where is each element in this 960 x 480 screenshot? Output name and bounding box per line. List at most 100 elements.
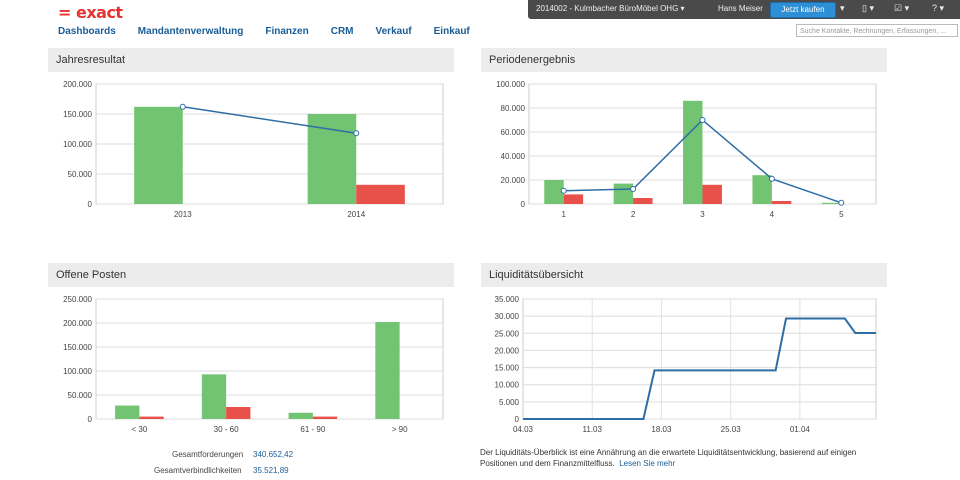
jahres-point xyxy=(353,130,360,137)
chevron-down-icon[interactable]: ▾ xyxy=(840,3,845,13)
jahres-bar xyxy=(356,184,405,204)
liquid-x-tick-label: 25.03 xyxy=(721,425,742,434)
search-input[interactable]: Suche Kontakte, Rechnungen, Erfassungen,… xyxy=(796,24,958,37)
offene-bar xyxy=(139,416,164,419)
jahres-x-tick-label: 2013 xyxy=(174,210,192,219)
account-bar: 2014002 - Kulmbacher BüroMöbel OHG ▾ Han… xyxy=(528,0,960,19)
nav-verkauf[interactable]: Verkauf xyxy=(375,26,412,37)
liquid-y-tick-label: 20.000 xyxy=(495,346,520,355)
nav-finanzen[interactable]: Finanzen xyxy=(265,26,309,37)
jahres-bar xyxy=(134,106,183,204)
perioden-point xyxy=(630,186,637,192)
gesamtverbindlichkeiten-label: Gesamtverbindlichkeiten xyxy=(154,466,242,475)
buy-now-button[interactable]: Jetzt kaufen xyxy=(770,2,836,18)
liquid-x-tick-label: 04.03 xyxy=(513,425,534,434)
nav-dashboards[interactable]: Dashboards xyxy=(58,26,116,37)
offene-x-tick-label: 61 - 90 xyxy=(300,425,325,434)
liquid-x-tick-label: 18.03 xyxy=(651,425,672,434)
jahres-point xyxy=(179,103,186,110)
offene-x-tick-label: < 30 xyxy=(131,425,147,434)
perioden-y-tick-label: 20.000 xyxy=(501,176,526,185)
liquid-x-tick-label: 01.04 xyxy=(790,425,811,434)
gesamtforderungen-value[interactable]: 340.652,42 xyxy=(253,450,294,459)
liquid-series-line xyxy=(523,317,876,420)
perioden-y-tick-label: 0 xyxy=(521,200,526,209)
liquid-y-tick-label: 10.000 xyxy=(495,381,520,390)
tasks-check-icon[interactable]: ☑ ▾ xyxy=(894,3,910,13)
liquidity-note-text: Der Liquiditäts-Überblick ist eine Annäh… xyxy=(480,448,857,468)
perioden-bar xyxy=(683,100,703,204)
gesamtverbindlichkeiten-value[interactable]: 35.521,89 xyxy=(253,466,289,475)
liquid-y-tick-label: 30.000 xyxy=(495,312,520,321)
perioden-x-tick-label: 2 xyxy=(631,210,636,219)
chevron-down-icon: ▾ xyxy=(680,4,685,13)
jahres-y-tick-label: 200.000 xyxy=(63,80,92,89)
jahres-y-tick-label: 50.000 xyxy=(68,170,93,179)
new-document-icon[interactable]: ▯ ▾ xyxy=(862,3,874,13)
perioden-bar xyxy=(633,198,653,204)
offene-bar xyxy=(312,416,338,419)
perioden-point xyxy=(768,175,775,182)
perioden-y-tick-label: 100.000 xyxy=(496,80,525,89)
liquid-y-tick-label: 25.000 xyxy=(495,329,520,338)
perioden-x-tick-label: 4 xyxy=(770,210,775,219)
liquid-y-tick-label: 5.000 xyxy=(499,398,520,407)
jahres-y-tick-label: 0 xyxy=(88,200,93,209)
top-bar: = exact Dashboards Mandantenverwaltung F… xyxy=(0,0,960,40)
offene-x-tick-label: 30 - 60 xyxy=(214,425,239,434)
jahres-y-tick-label: 100.000 xyxy=(63,140,92,149)
liquid-x-tick-label: 11.03 xyxy=(582,425,602,434)
offene-x-tick-label: > 90 xyxy=(392,425,408,434)
offene-y-tick-label: 100.000 xyxy=(63,367,92,376)
panel-title-liquiditaetsuebersicht: Liquiditätsübersicht xyxy=(481,263,887,287)
help-icon[interactable]: ? ▾ xyxy=(932,3,945,13)
offene-y-tick-label: 200.000 xyxy=(63,319,92,328)
company-name: 2014002 - Kulmbacher BüroMöbel OHG xyxy=(536,4,679,13)
jahres-x-tick-label: 2014 xyxy=(347,210,365,219)
perioden-x-tick-label: 1 xyxy=(561,210,566,219)
jahres-series-line xyxy=(182,106,357,134)
panel-title-offene-posten: Offene Posten xyxy=(48,263,454,287)
exact-logo[interactable]: = exact xyxy=(58,3,123,22)
panel-title-periodenergebnis: Periodenergebnis xyxy=(481,48,887,72)
panel-title-jahresresultat: Jahresresultat xyxy=(48,48,454,72)
offene-bar xyxy=(201,374,227,419)
perioden-bar xyxy=(563,194,584,204)
perioden-bar xyxy=(771,201,792,204)
perioden-bar xyxy=(702,184,722,204)
jahres-y-tick-label: 150.000 xyxy=(63,110,92,119)
liquid-y-tick-label: 15.000 xyxy=(495,364,520,373)
offene-y-tick-label: 250.000 xyxy=(63,295,92,304)
liquid-plot-area xyxy=(522,298,877,420)
offene-bar xyxy=(288,412,313,419)
nav-crm[interactable]: CRM xyxy=(330,26,354,37)
company-selector[interactable]: 2014002 - Kulmbacher BüroMöbel OHG ▾ xyxy=(536,4,685,13)
nav-einkauf[interactable]: Einkauf xyxy=(433,26,470,37)
perioden-x-tick-label: 3 xyxy=(700,210,705,219)
nav-mandantenverwaltung[interactable]: Mandantenverwaltung xyxy=(137,26,244,37)
perioden-x-tick-label: 5 xyxy=(839,210,844,219)
perioden-y-tick-label: 40.000 xyxy=(501,152,526,161)
offene-y-tick-label: 50.000 xyxy=(68,391,93,400)
main-nav: Dashboards Mandantenverwaltung Finanzen … xyxy=(58,26,470,40)
perioden-bar xyxy=(821,202,842,204)
offene-bar xyxy=(115,405,140,419)
perioden-y-tick-label: 60.000 xyxy=(501,128,526,137)
perioden-bar xyxy=(613,183,634,204)
perioden-point xyxy=(560,187,567,194)
perioden-bar xyxy=(544,180,564,204)
perioden-point xyxy=(838,199,845,206)
offene-bar xyxy=(375,322,400,419)
offene-y-tick-label: 150.000 xyxy=(63,343,92,352)
read-more-link[interactable]: Lesen Sie mehr xyxy=(619,459,676,468)
liquid-y-tick-label: 0 xyxy=(515,415,520,424)
perioden-y-tick-label: 80.000 xyxy=(501,104,526,113)
user-name[interactable]: Hans Meiser xyxy=(718,4,763,13)
liquidity-note: Der Liquiditäts-Überblick ist eine Annäh… xyxy=(480,447,890,469)
gesamtforderungen-label: Gesamtforderungen xyxy=(172,450,244,459)
offene-y-tick-label: 0 xyxy=(88,415,93,424)
perioden-bar xyxy=(752,175,772,204)
perioden-point xyxy=(699,117,706,123)
liquid-y-tick-label: 35.000 xyxy=(495,295,520,304)
